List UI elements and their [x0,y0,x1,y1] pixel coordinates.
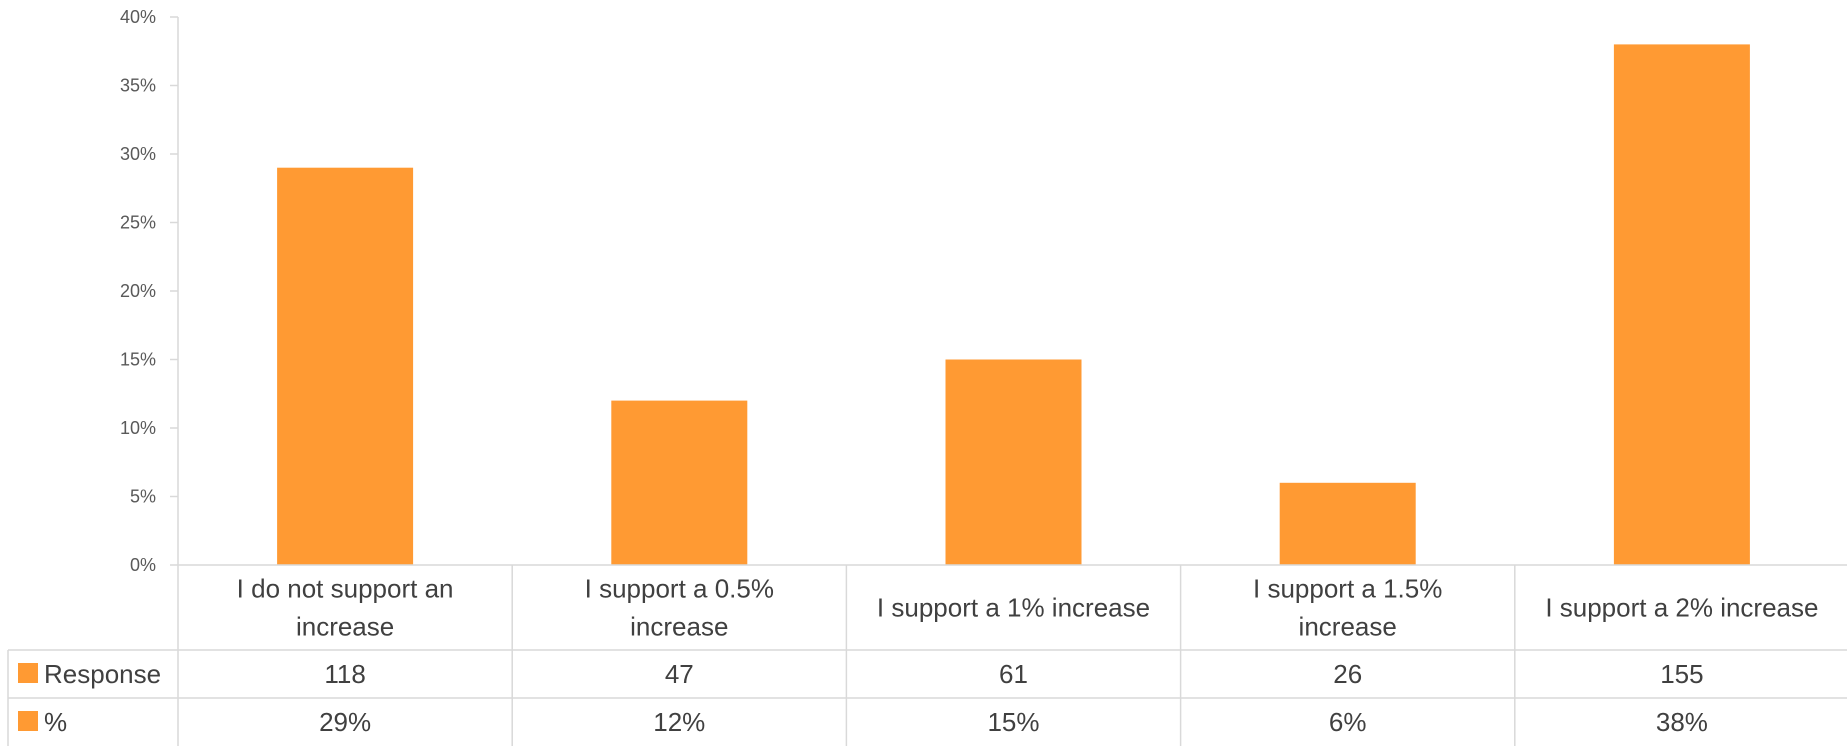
x-category-label: I support a 0.5% increase [585,574,774,642]
legend-key [18,711,38,731]
table-cell-value: 26 [1333,659,1362,689]
y-tick-label: 10% [120,418,156,438]
y-axis: 0% 5% 10% 15% 20% 25% 30% 35% 40% [120,7,179,575]
y-tick-label: 35% [120,76,156,96]
series-name-label: % [44,707,67,737]
table-cell-value: 118 [324,659,365,689]
y-tick-label: 25% [120,213,156,233]
y-tick-label: 5% [130,487,156,507]
bar [945,359,1082,565]
table-cell-value: 15% [987,707,1039,737]
x-category-label: I support a 2% increase [1545,593,1818,623]
y-tick-label: 20% [120,281,156,301]
bar [1613,44,1750,565]
y-tick-label: 40% [120,7,156,27]
legend-key [18,663,38,683]
data-table: I do not support an increase I support a 0… [7,564,1847,746]
bars [277,44,1750,565]
x-category-label: I support a 1.5% increase [1253,574,1442,642]
series-name-label: Response [44,659,161,689]
table-cell-value: 29% [319,707,371,737]
table-cell-value: 6% [1329,707,1367,737]
y-tick-label: 0% [130,555,156,575]
x-category-label: I support a 1% increase [877,593,1150,623]
table-cell-value: 155 [1660,659,1703,689]
y-tick-label: 30% [120,144,156,164]
bar [1279,482,1416,565]
y-tick-label: 15% [120,350,156,370]
bar [277,167,414,565]
x-category-label: I do not support an increase [237,574,454,642]
table-cell-value: 47 [665,659,694,689]
bar [611,400,748,565]
table-cell-value: 38% [1656,707,1708,737]
table-cell-value: 61 [999,659,1028,689]
table-cell-value: 12% [653,707,705,737]
